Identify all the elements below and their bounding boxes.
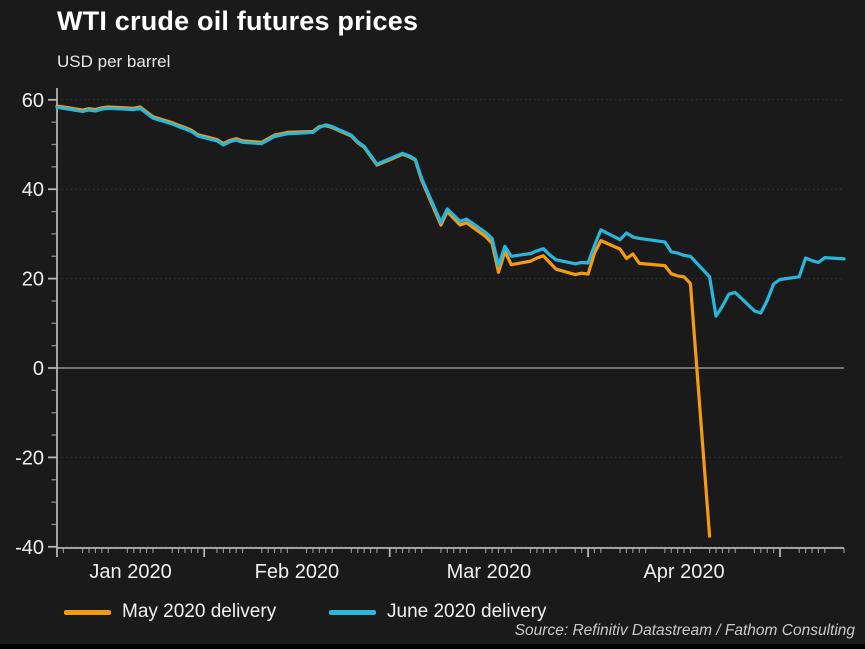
legend-swatch-may-icon	[64, 609, 111, 615]
legend-item-june-2020-delivery: June 2020 delivery	[329, 600, 547, 624]
chart-title: WTI crude oil futures prices	[57, 6, 419, 36]
y-tick-label: 0	[33, 358, 44, 380]
legend-label-may: May 2020 delivery	[122, 601, 277, 622]
x-tick-label: Jan 2020	[89, 561, 171, 583]
y-tick-label: 60	[22, 90, 44, 112]
series-line-may-2020-delivery	[55, 104, 712, 538]
x-tick-label: Apr 2020	[643, 561, 724, 583]
legend-swatch-june-icon	[329, 609, 376, 615]
x-tick-label: Mar 2020	[447, 561, 532, 583]
legend-label-june: June 2020 delivery	[387, 601, 547, 622]
y-tick-label: -20	[15, 447, 44, 469]
y-tick-label: 40	[22, 179, 44, 201]
legend: May 2020 delivery June 2020 delivery	[0, 600, 865, 626]
x-tick-label: Feb 2020	[255, 561, 340, 583]
y-tick-label: -40	[15, 537, 44, 559]
y-tick-label: 20	[22, 269, 44, 291]
bottom-strip	[0, 644, 865, 649]
source-credit: Source: Refinitiv Datastream / Fathom Co…	[514, 622, 855, 639]
chart-subtitle: USD per barrel	[57, 52, 171, 71]
series-line-june-2020-delivery	[55, 105, 846, 318]
legend-item-may-2020-delivery: May 2020 delivery	[64, 600, 276, 624]
